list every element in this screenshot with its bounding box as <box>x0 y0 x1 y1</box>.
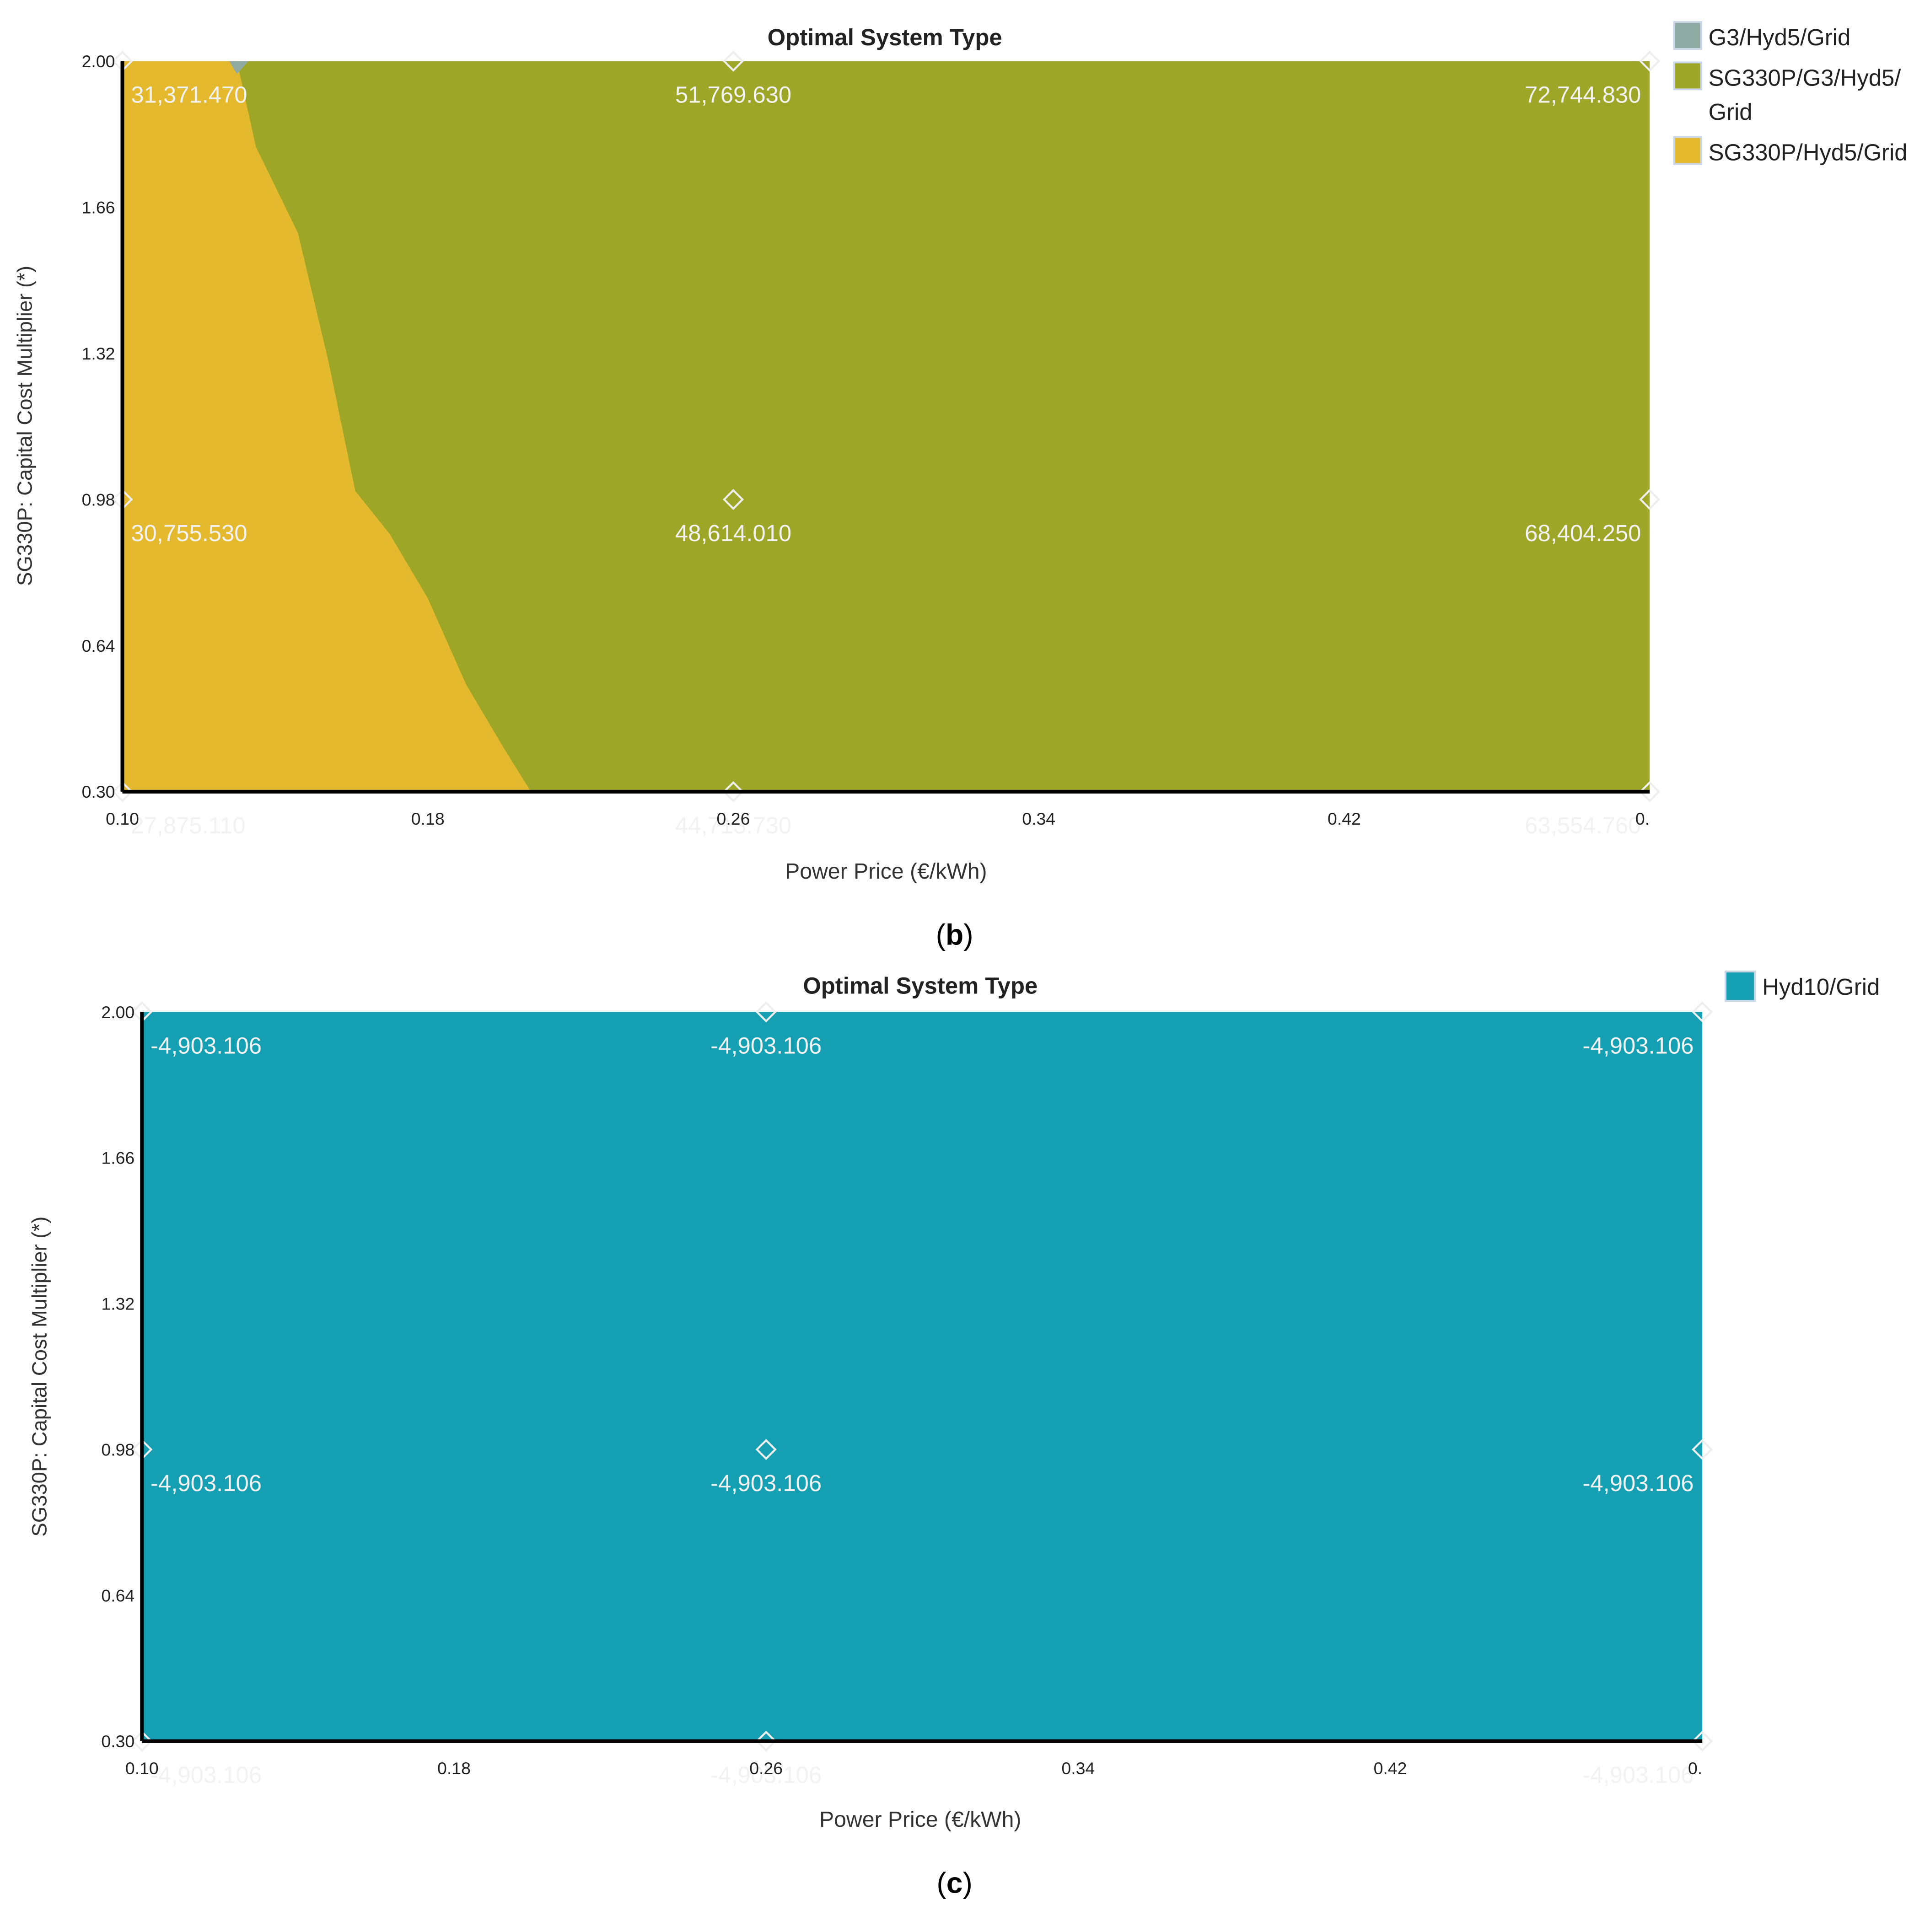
panel-caption-letter: c <box>946 1867 963 1900</box>
x-tick-label: 0.26 <box>749 1759 783 1778</box>
x-tick-label: 0.18 <box>411 809 445 828</box>
chart-title: Optimal System Type <box>768 24 1002 50</box>
x-tick-label: 0. <box>1635 809 1650 828</box>
x-tick-label: 0.34 <box>1022 809 1055 828</box>
y-tick-label: 0.30 <box>82 782 115 801</box>
point-label: 27,875.110 <box>131 812 246 838</box>
point-label: -4,903.106 <box>151 1762 262 1788</box>
y-tick-label: 1.66 <box>101 1148 134 1168</box>
y-tick-label: 0.64 <box>82 636 115 655</box>
point-label: -4,903.106 <box>151 1032 262 1058</box>
legend-label: Hyd10/Grid <box>1762 974 1880 1000</box>
legend-swatch <box>1673 21 1702 50</box>
point-label: -4,903.106 <box>1582 1762 1694 1788</box>
region-layer <box>122 61 531 792</box>
point-marker <box>1692 1730 1713 1752</box>
point-label: 30,755.530 <box>131 520 247 546</box>
point-label: -4,903.106 <box>710 1470 822 1496</box>
point-label: 31,371.470 <box>131 82 247 108</box>
x-tick-label: 0. <box>1688 1759 1702 1778</box>
point-marker <box>1639 50 1661 72</box>
point-label: -4,903.106 <box>151 1470 262 1496</box>
legend-label: G3/Hyd5/Grid <box>1709 24 1851 50</box>
point-label: 44,713.730 <box>675 812 791 838</box>
y-axis-label: SG330P: Capital Cost Multiplier (*) <box>28 1217 51 1537</box>
point-label: -4,903.106 <box>1582 1470 1694 1496</box>
x-tick-label: 0.18 <box>437 1759 471 1778</box>
legend-label-line: SG330P/Hyd5/Grid <box>1709 139 1908 165</box>
x-axis-label: Power Price (€/kWh) <box>819 1807 1021 1832</box>
point-layer: 31,371.470 51,769.630 72,744.830 30,755.530… <box>112 50 1661 838</box>
x-tick-label: 0.34 <box>1061 1759 1095 1778</box>
point-label: -4,903.106 <box>710 1032 822 1058</box>
region-0 <box>122 61 531 792</box>
point-marker <box>112 781 133 802</box>
point-marker <box>131 1730 153 1752</box>
legend-swatch <box>1673 136 1702 165</box>
y-tick-label: 0.30 <box>101 1732 134 1751</box>
y-axis-label: SG330P: Capital Cost Multiplier (*) <box>13 266 37 586</box>
point-marker <box>755 1438 777 1460</box>
y-tick-label: 1.66 <box>82 198 115 217</box>
point-label: 63,554.760 <box>1525 812 1641 838</box>
chart-panel-b: Optimal System Type 31,371.470 51,769.630… <box>13 21 1908 951</box>
point-layer: -4,903.106 -4,903.106 -4,903.106 -4,903.106… <box>131 1001 1713 1788</box>
legend-label: SG330P/G3/Hyd5/Grid <box>1709 64 1902 125</box>
x-tick-label: 0.10 <box>106 809 139 828</box>
y-tick-label: 0.64 <box>101 1586 134 1605</box>
y-tick-labels: 0.30 0.64 0.98 1.32 1.66 2.00 <box>101 1003 134 1751</box>
point-marker <box>1639 488 1661 510</box>
panel-caption-letter: b <box>946 918 963 951</box>
legend-swatch <box>1725 971 1756 1002</box>
x-tick-label: 0.26 <box>717 809 750 828</box>
legend-label-line: G3/Hyd5/Grid <box>1709 24 1851 50</box>
y-tick-label: 0.98 <box>101 1440 134 1459</box>
point-marker <box>1692 1438 1713 1460</box>
point-marker <box>722 488 744 510</box>
legend-label-line: Hyd10/Grid <box>1762 974 1880 1000</box>
point-label: -4,903.106 <box>710 1762 822 1788</box>
y-tick-labels: 0.30 0.64 0.98 1.32 1.66 2.00 <box>82 52 115 801</box>
legend-swatch <box>1673 61 1702 91</box>
legend: G3/Hyd5/Grid SG330P/G3/Hyd5/Grid SG330P/Hy… <box>1673 21 1908 165</box>
point-label: -4,903.106 <box>1582 1032 1694 1058</box>
point-marker <box>722 781 744 802</box>
y-tick-label: 2.00 <box>82 52 115 71</box>
x-tick-label: 0.42 <box>1328 809 1361 828</box>
y-tick-label: 1.32 <box>101 1294 134 1314</box>
panel-caption: (c) <box>936 1867 972 1900</box>
point-label: 51,769.630 <box>675 82 791 108</box>
point-label: 48,614.010 <box>675 520 791 546</box>
point-marker <box>755 1001 777 1023</box>
point-label: 68,404.250 <box>1525 520 1641 546</box>
x-tick-labels: 0.10 0.18 0.26 0.34 0.42 0. <box>125 1759 1702 1778</box>
x-tick-labels: 0.10 0.18 0.26 0.34 0.42 0. <box>106 809 1650 828</box>
chart-panel-c: Optimal System Type -4,903.106 -4,903.106… <box>28 971 1880 1900</box>
panel-caption: (b) <box>936 918 973 951</box>
legend-label-line: Grid <box>1709 99 1753 125</box>
x-tick-label: 0.10 <box>125 1759 159 1778</box>
y-tick-label: 2.00 <box>101 1003 134 1022</box>
x-tick-label: 0.42 <box>1374 1759 1407 1778</box>
plot-area <box>142 1012 1703 1741</box>
point-label: 72,744.830 <box>1525 82 1641 108</box>
region-1 <box>229 61 249 74</box>
point-marker <box>722 50 744 72</box>
point-marker <box>1639 781 1661 802</box>
point-marker <box>755 1730 777 1752</box>
y-tick-label: 1.32 <box>82 344 115 363</box>
y-tick-label: 0.98 <box>82 490 115 509</box>
point-marker <box>1692 1001 1713 1023</box>
legend-label: SG330P/Hyd5/Grid <box>1709 139 1908 165</box>
legend-label-line: SG330P/G3/Hyd5/ <box>1709 64 1902 91</box>
x-axis-label: Power Price (€/kWh) <box>785 859 987 884</box>
chart-title: Optimal System Type <box>803 972 1038 998</box>
legend: Hyd10/Grid <box>1725 971 1880 1002</box>
